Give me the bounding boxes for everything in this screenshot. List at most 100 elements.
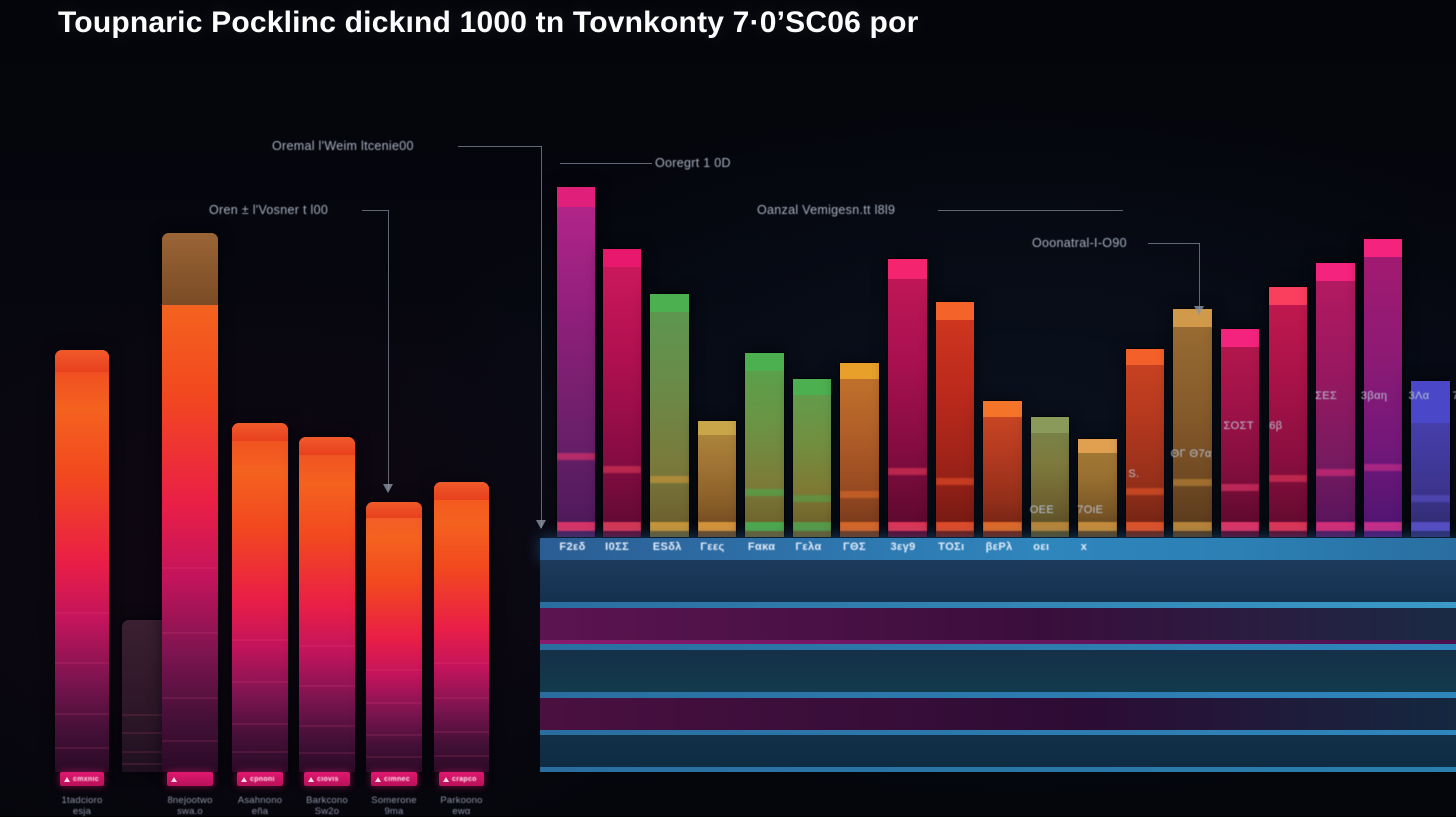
bar-fill — [602, 249, 642, 537]
bar-fill — [840, 363, 879, 537]
triangle-icon — [443, 776, 449, 782]
left-bar[interactable] — [434, 482, 489, 772]
annotation-leader-line — [362, 210, 388, 211]
right-bar[interactable] — [744, 352, 785, 538]
bar-fill — [1125, 349, 1165, 537]
bar-fill — [1363, 239, 1403, 537]
bar-cap — [1363, 239, 1403, 257]
left-bar[interactable] — [299, 437, 355, 772]
bar-badge[interactable]: crapco — [439, 772, 484, 786]
lower-band — [540, 698, 1456, 730]
bar-cap — [232, 423, 288, 441]
bar-accent-segment — [1268, 475, 1307, 482]
x-axis-label: Parkoono ewα — [440, 795, 483, 817]
bar-divider — [366, 734, 422, 737]
bar-badge[interactable]: cimnec — [371, 772, 417, 786]
x-axis-tick-label: ΓΘΣ — [842, 541, 866, 553]
annotation-arrowhead — [1194, 306, 1204, 315]
bar-divider — [162, 696, 218, 699]
bar-accent-segment — [888, 468, 927, 475]
bar-divider — [434, 661, 489, 664]
bar-cap — [983, 401, 1022, 417]
right-bar[interactable] — [1029, 416, 1071, 538]
bar-fill — [1078, 439, 1117, 537]
bar-cap — [1411, 381, 1450, 423]
x-axis-tick-label: F2εδ — [559, 541, 586, 553]
right-bar[interactable] — [934, 301, 976, 538]
annotation-label: Ooonatral-I-O90 — [1032, 236, 1127, 250]
annotation-arrowhead — [383, 484, 393, 493]
bar-value-label: 6β — [1269, 420, 1283, 432]
left-bar[interactable] — [232, 423, 288, 772]
left-bar[interactable] — [55, 350, 109, 772]
bar-cap — [55, 350, 109, 372]
bar-cap — [1268, 287, 1307, 305]
right-bar[interactable] — [1219, 328, 1261, 538]
right-bar[interactable] — [1410, 380, 1451, 538]
right-bar[interactable] — [1077, 438, 1118, 538]
bar-fill — [1316, 263, 1355, 537]
bar-accent-segment — [792, 495, 832, 502]
left-bar[interactable] — [162, 233, 218, 772]
bar-accent-segment — [1125, 488, 1165, 495]
bar-badge[interactable] — [167, 772, 213, 786]
x-axis-tick-label: oει — [1033, 541, 1050, 553]
bar-badge[interactable]: cpnoni — [237, 772, 283, 786]
right-bar[interactable] — [1172, 308, 1213, 538]
bar-cap — [1030, 417, 1070, 433]
bar-cap — [840, 363, 879, 379]
bar-accent-segment — [1125, 522, 1165, 531]
bar-divider — [232, 681, 288, 684]
bar-divider — [366, 701, 422, 704]
bar-value-label: 7OιΕ — [1077, 504, 1104, 516]
right-bar[interactable] — [555, 186, 597, 538]
bar-value-label: 7Λα — [1452, 390, 1456, 402]
bar-accent-segment — [1173, 479, 1212, 486]
bar-accent-segment — [1316, 522, 1355, 531]
x-axis-tick-label: Fακα — [747, 541, 776, 553]
bar-divider — [299, 725, 355, 728]
bar-accent-segment — [1220, 484, 1260, 491]
bar-fill — [1268, 287, 1307, 537]
right-bar[interactable] — [839, 362, 880, 538]
bar-accent-segment — [1316, 469, 1355, 476]
right-bar[interactable] — [1362, 238, 1404, 538]
bar-accent-segment — [602, 522, 642, 531]
bar-divider — [299, 644, 355, 647]
bar-cap — [697, 421, 737, 435]
right-bar[interactable] — [887, 258, 928, 538]
bar-badge[interactable]: cmxnic — [60, 772, 104, 786]
bar-accent-segment — [650, 522, 689, 531]
right-bar[interactable] — [1315, 262, 1356, 538]
badge-label: cpnoni — [250, 775, 275, 783]
annotation-leader-line — [458, 146, 542, 147]
bar-accent-segment — [888, 522, 927, 531]
right-bar[interactable] — [982, 400, 1023, 538]
x-axis-tick-label: x — [1080, 541, 1088, 553]
lower-band — [540, 608, 1456, 640]
right-bar[interactable] — [696, 420, 738, 538]
bar-accent-segment — [602, 466, 642, 473]
bar-accent-segment — [1268, 522, 1307, 531]
triangle-icon — [64, 776, 70, 782]
triangle-icon — [171, 776, 177, 782]
right-bar[interactable] — [791, 378, 833, 538]
bar-accent-segment — [983, 522, 1022, 531]
bar-divider — [55, 611, 109, 614]
left-bar[interactable] — [366, 502, 422, 772]
triangle-icon — [308, 776, 314, 782]
bar-badge[interactable]: ciovis — [304, 772, 350, 786]
right-bar[interactable] — [1267, 286, 1308, 538]
right-bar[interactable] — [601, 248, 643, 538]
x-axis-label: 1tadcioro esja — [61, 795, 103, 817]
bar-value-label: 3βαη — [1360, 390, 1388, 402]
lower-band — [540, 730, 1456, 735]
right-bar[interactable] — [1124, 348, 1166, 538]
x-axis-label: 8nejootwo swa.o — [167, 795, 213, 817]
bar-fill — [162, 233, 218, 772]
right-bar[interactable] — [649, 293, 690, 538]
badge-label: cmxnic — [73, 775, 99, 783]
bar-cap — [434, 482, 489, 500]
bar-fill — [792, 379, 832, 537]
annotation-label: Oanzal Vemigesn.tt l8l9 — [757, 203, 896, 217]
